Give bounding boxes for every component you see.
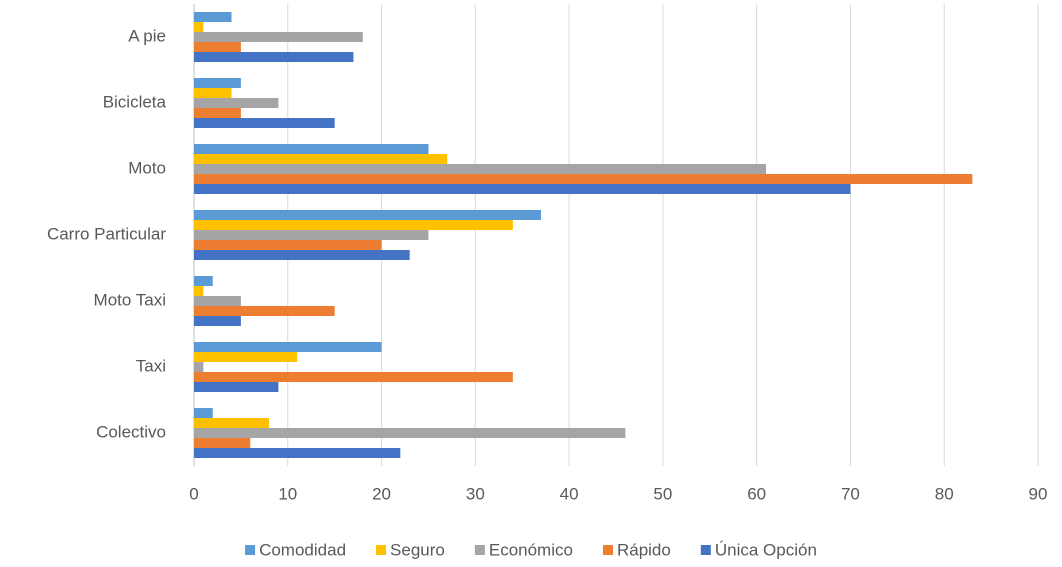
bar: [194, 88, 232, 98]
x-tick-label: 0: [189, 484, 198, 503]
x-tick-label: 10: [278, 484, 297, 503]
legend-swatch: [376, 545, 387, 555]
y-tick-label: Moto: [128, 158, 166, 177]
bar: [194, 306, 335, 316]
y-tick-label: Taxi: [136, 356, 166, 375]
x-tick-label: 20: [372, 484, 391, 503]
legend-swatch: [474, 545, 485, 555]
bar: [194, 286, 204, 296]
legend-swatch: [700, 545, 711, 555]
bar: [194, 118, 335, 128]
bar: [194, 42, 241, 52]
x-tick-label: 90: [1029, 484, 1048, 503]
bar: [194, 240, 382, 250]
legend-label: Económico: [489, 540, 573, 559]
bar: [194, 408, 213, 418]
x-tick-label: 80: [935, 484, 954, 503]
bar: [194, 230, 429, 240]
bar: [194, 342, 382, 352]
y-tick-label: Bicicleta: [103, 92, 167, 111]
legend-label: Rápido: [617, 540, 671, 559]
legend-label: Comodidad: [259, 540, 346, 559]
bar: [194, 12, 232, 22]
y-tick-label: Moto Taxi: [94, 290, 166, 309]
x-tick-label: 40: [560, 484, 579, 503]
bar: [194, 316, 241, 326]
bar: [194, 220, 513, 230]
bar: [194, 372, 513, 382]
bar: [194, 164, 767, 174]
bar: [194, 296, 241, 306]
legend-label: Seguro: [390, 540, 445, 559]
y-tick-label: Carro Particular: [47, 224, 166, 243]
legend-swatch: [245, 545, 256, 555]
bar: [194, 418, 270, 428]
bar: [194, 352, 298, 362]
x-tick-label: 30: [466, 484, 485, 503]
legend-label: Única Opción: [715, 540, 817, 559]
y-tick-label: Colectivo: [96, 422, 166, 441]
legend-swatch: [602, 545, 613, 555]
bar: [194, 382, 279, 392]
bar: [194, 144, 429, 154]
bar: [194, 98, 279, 108]
x-tick-label: 70: [841, 484, 860, 503]
bar: [194, 362, 204, 372]
bar: [194, 448, 401, 458]
bar: [194, 22, 204, 32]
x-tick-label: 50: [653, 484, 672, 503]
bar: [194, 52, 354, 62]
bar: [194, 174, 973, 184]
bar: [194, 184, 851, 194]
bar: [194, 78, 241, 88]
bar: [194, 32, 363, 42]
bar: [194, 250, 410, 260]
x-tick-label: 60: [747, 484, 766, 503]
bar: [194, 438, 251, 448]
bar: [194, 276, 213, 286]
bar: [194, 154, 448, 164]
y-tick-label: A pie: [128, 26, 166, 45]
bar: [194, 428, 626, 438]
bar: [194, 210, 541, 220]
bar: [194, 108, 241, 118]
